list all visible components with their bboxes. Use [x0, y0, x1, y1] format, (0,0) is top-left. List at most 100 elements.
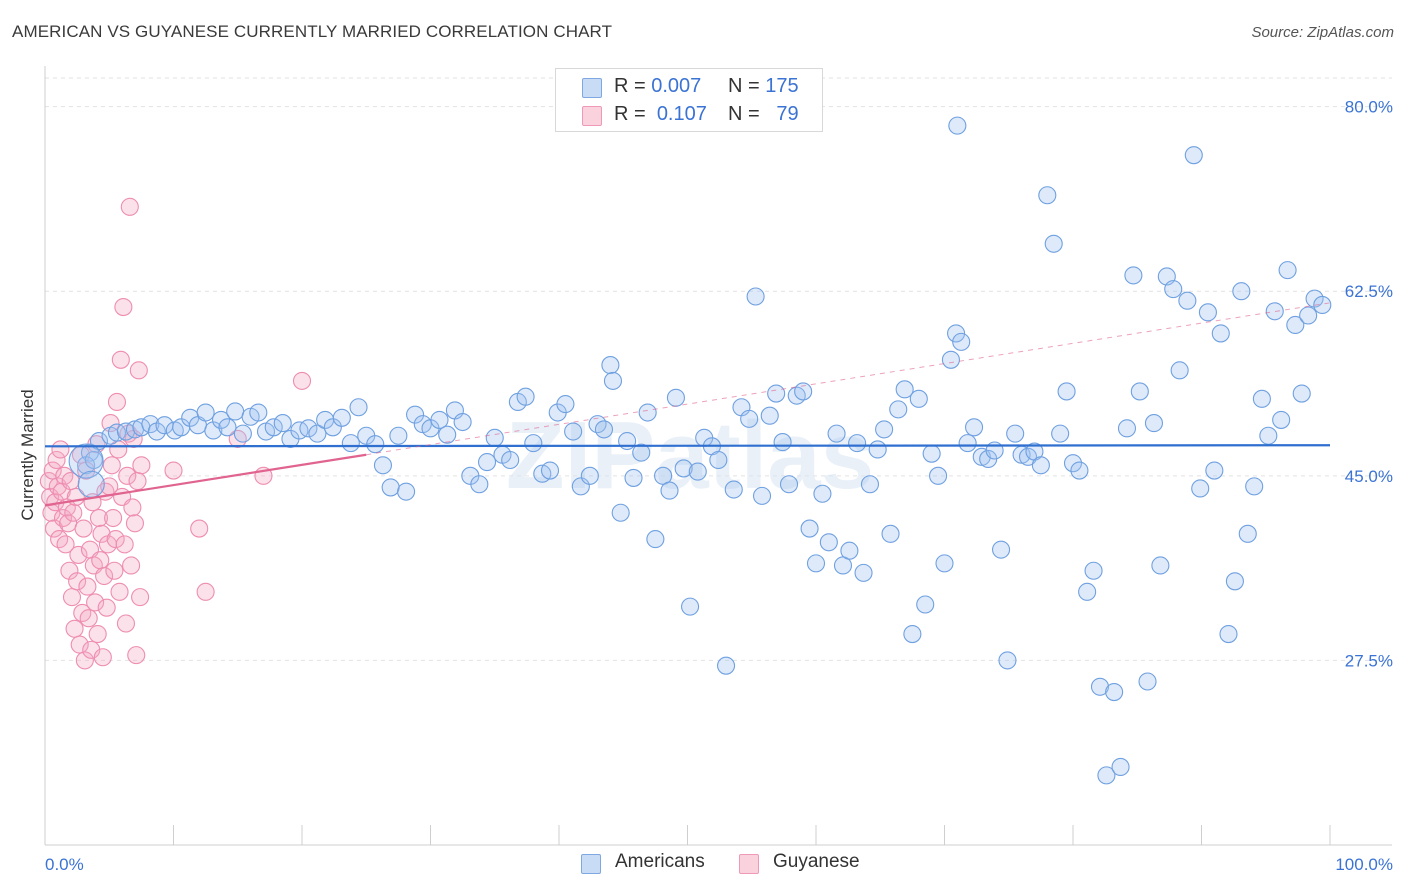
y-tick-label: 62.5% [1345, 282, 1393, 301]
americans-point [501, 450, 520, 470]
americans-swatch [582, 78, 602, 98]
americans-point [800, 519, 819, 538]
americans-legend-label: Americans [615, 851, 705, 872]
y-axis-label: Currently Married [18, 389, 37, 520]
americans-point [922, 444, 941, 463]
americans-point [674, 459, 693, 478]
guyanese-point [107, 392, 127, 412]
americans-point [373, 456, 393, 475]
legend-n-value: 79 [776, 103, 799, 125]
americans-point [264, 418, 283, 437]
americans-point [601, 356, 620, 375]
americans-point [916, 595, 935, 614]
americans-point [1219, 624, 1238, 644]
guyanese-point [79, 609, 98, 628]
americans-point [638, 403, 657, 422]
americans-point [540, 461, 560, 480]
guyanese-trend-line [44, 453, 367, 507]
americans-point [998, 651, 1017, 670]
americans-point [1144, 414, 1164, 433]
legend-n-label: N = [728, 75, 760, 97]
guyanese-point [53, 508, 73, 528]
americans-point [819, 533, 838, 552]
legend-n-value: 175 [765, 75, 799, 97]
americans-point [249, 403, 268, 422]
guyanese-point [122, 556, 141, 575]
guyanese-point [196, 582, 215, 601]
americans-point [1038, 186, 1057, 205]
guyanese-point [292, 371, 312, 390]
americans-point [860, 475, 880, 494]
x-tick-label: 0.0% [45, 855, 84, 874]
americans-point [580, 466, 599, 485]
legend-row-guyanese: R = 0.107 N = 79 [556, 101, 822, 129]
americans-point [1006, 424, 1025, 443]
americans-point [1090, 677, 1110, 696]
americans-point [779, 475, 799, 494]
legend-r-label: R = [614, 75, 646, 97]
guyanese-point [62, 588, 82, 607]
guyanese-point [106, 530, 125, 549]
americans-point [935, 554, 954, 573]
americans-point [571, 477, 590, 496]
americans-point [1278, 261, 1297, 280]
americans-point [1198, 303, 1217, 322]
correlation-legend: R = 0.007 N = 175 R = 0.107 N = 79 [555, 68, 823, 132]
guyanese-point [129, 361, 148, 380]
guyanese-legend-label: Guyanese [773, 851, 860, 872]
americans-point [1063, 454, 1083, 473]
guyanese-legend-swatch [739, 854, 759, 874]
legend-r-label: R = [614, 103, 646, 125]
americans-point [556, 395, 575, 414]
americans-point [752, 486, 772, 505]
guyanese-point [102, 456, 121, 475]
americans-point [991, 540, 1011, 559]
trend-lines [44, 302, 1331, 507]
guyanese-point [78, 577, 97, 596]
americans-point [603, 371, 623, 390]
grid [45, 77, 1392, 661]
americans-point [470, 475, 489, 494]
americans-point [1117, 419, 1137, 438]
americans-point [1031, 456, 1050, 475]
americans-point [875, 420, 894, 439]
americans-point [1265, 302, 1284, 321]
guyanese-point [104, 508, 123, 528]
americans-point [1191, 479, 1210, 498]
americans-points [68, 116, 1332, 785]
guyanese-point [164, 461, 183, 480]
americans-point [903, 624, 922, 644]
americans-point [397, 482, 416, 501]
americans-point [1178, 291, 1197, 310]
guyanese-point [44, 519, 64, 538]
americans-point [299, 419, 318, 438]
americans-point [632, 443, 651, 462]
americans-point [273, 414, 292, 433]
americans-point [646, 530, 665, 549]
americans-cluster-point [68, 443, 104, 479]
americans-point [477, 453, 497, 472]
americans-point [308, 424, 327, 443]
americans-point [1313, 295, 1332, 314]
americans-point [1164, 280, 1183, 299]
americans-point [485, 428, 504, 447]
americans-point [107, 423, 127, 442]
legend-n-label: N = [728, 103, 760, 125]
guyanese-point [56, 535, 75, 554]
americans-point [688, 462, 707, 481]
americans-point [660, 481, 679, 500]
guyanese-point [123, 498, 142, 517]
americans-point [948, 116, 967, 135]
guyanese-point [97, 598, 116, 617]
guyanese-point [51, 440, 70, 459]
guyanese-point [95, 566, 114, 586]
americans-point [141, 415, 160, 434]
americans-point [594, 420, 614, 439]
guyanese-point [64, 503, 83, 522]
chart-title: AMERICAN VS GUYANESE CURRENTLY MARRIED C… [12, 22, 613, 41]
americans-point [453, 412, 472, 432]
americans-point [965, 418, 984, 437]
guyanese-point [101, 414, 120, 433]
americans-point [806, 554, 826, 573]
